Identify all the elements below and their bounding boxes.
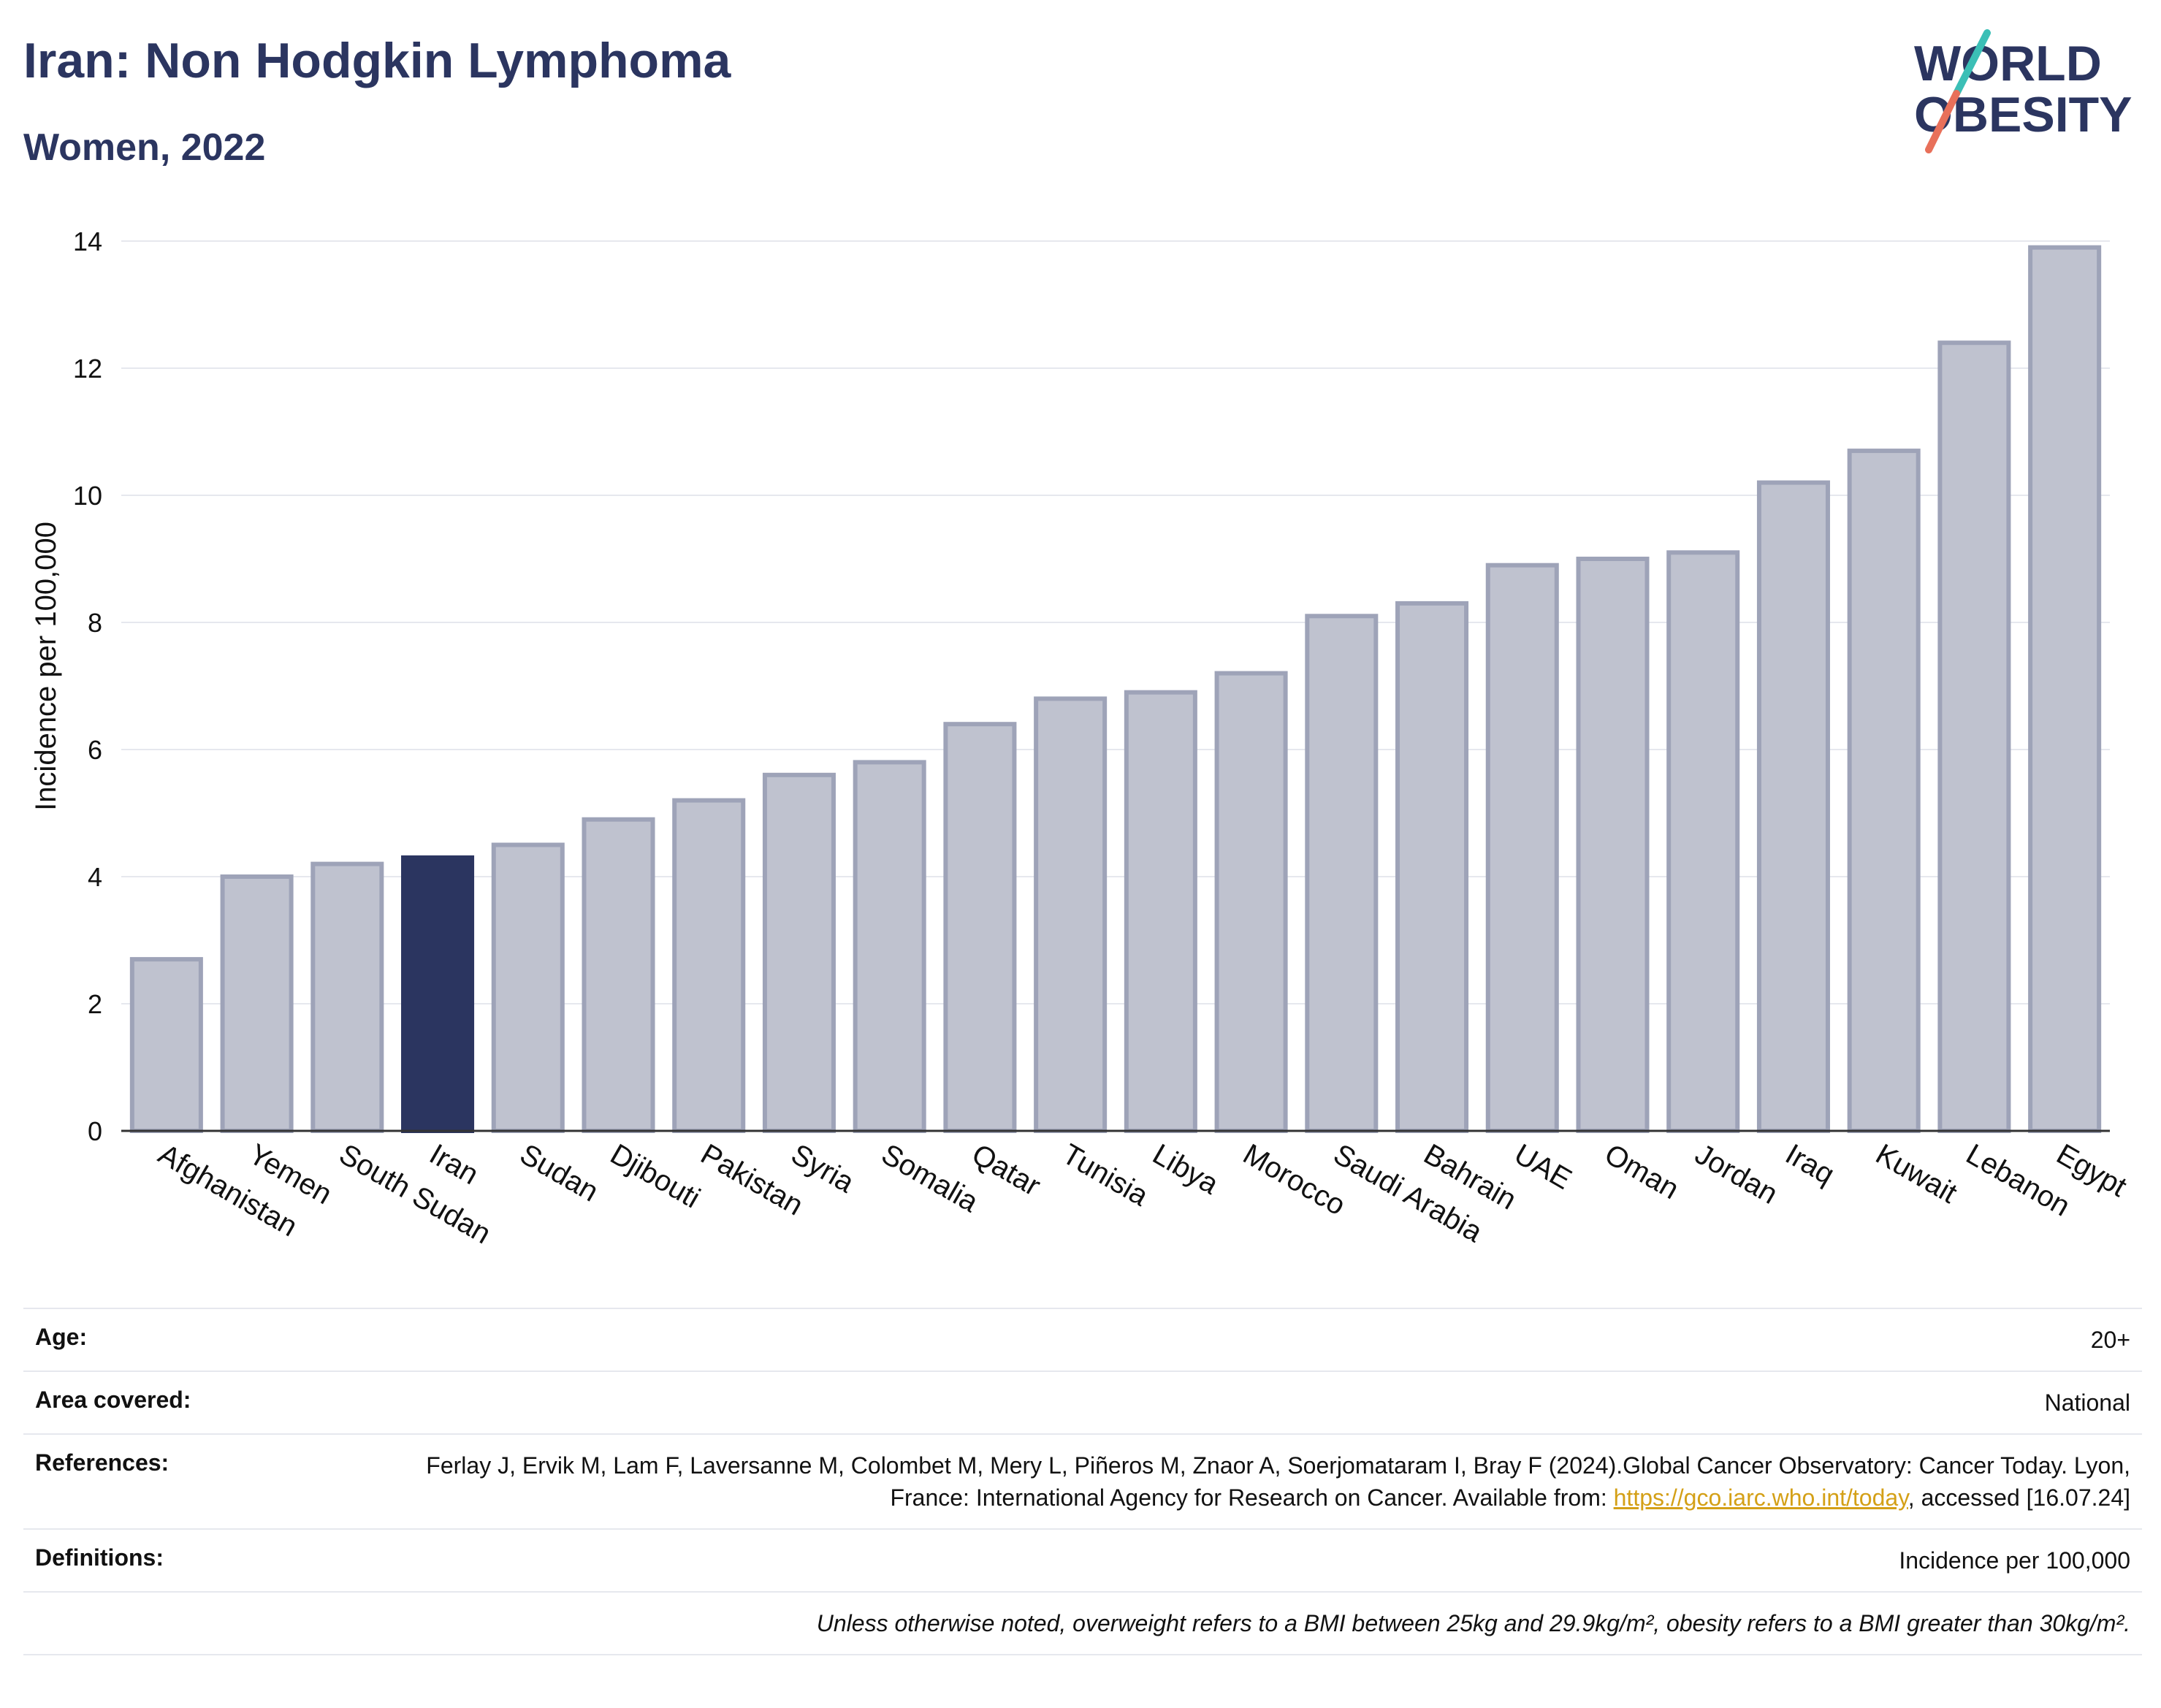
y-tick-label: 14 bbox=[73, 226, 102, 256]
bar-qatar bbox=[943, 722, 1017, 1133]
world-obesity-logo: WORLD OBESITY bbox=[1914, 29, 2133, 153]
logo-line2: OBESITY bbox=[1914, 87, 2133, 142]
bar-iran bbox=[401, 855, 475, 1134]
references-link[interactable]: https://gco.iarc.who.int/today bbox=[1613, 1484, 1908, 1511]
page-subtitle: Women, 2022 bbox=[23, 126, 266, 169]
bars bbox=[129, 245, 2102, 1134]
bar-uae bbox=[1485, 563, 1559, 1133]
bar-oman bbox=[1576, 557, 1650, 1133]
logo-slash-teal bbox=[1953, 29, 1991, 97]
area-value: National bbox=[2044, 1389, 2130, 1416]
bar-afghanistan bbox=[129, 957, 203, 1133]
bar-syria bbox=[762, 772, 836, 1134]
bar-morocco bbox=[1214, 671, 1288, 1133]
bar-egypt bbox=[2028, 245, 2102, 1134]
definitions-value: Incidence per 100,000 bbox=[1899, 1547, 2130, 1574]
meta-row-references: References: Ferlay J, Ervik M, Lam F, La… bbox=[23, 1433, 2142, 1528]
y-tick-label: 10 bbox=[73, 481, 102, 511]
bar-pakistan bbox=[672, 798, 746, 1133]
bar-tunisia bbox=[1034, 696, 1108, 1133]
meta-row-definitions: Definitions: Incidence per 100,000 bbox=[23, 1528, 2142, 1591]
y-axis-title: Incidence per 100,000 bbox=[30, 522, 62, 811]
bar-libya bbox=[1124, 690, 1197, 1133]
y-tick-label: 2 bbox=[88, 989, 102, 1019]
age-label: Age: bbox=[35, 1324, 88, 1350]
bar-jordan bbox=[1666, 550, 1740, 1133]
meta-row-age: Age: 20+ bbox=[23, 1308, 2142, 1370]
bar-lebanon bbox=[1937, 340, 2011, 1134]
x-tick-label: Kuwait bbox=[1870, 1138, 1962, 1210]
meta-row-area: Area covered: National bbox=[23, 1370, 2142, 1433]
bar-djibouti bbox=[582, 817, 655, 1133]
logo-line1: WORLD bbox=[1914, 36, 2102, 91]
y-tick-label: 6 bbox=[88, 735, 102, 765]
references-value: Ferlay J, Ervik M, Lam F, Laversanne M, … bbox=[342, 1449, 2130, 1514]
x-tick-label: Djibouti bbox=[605, 1138, 706, 1215]
x-tick-label: Tunisia bbox=[1057, 1138, 1154, 1213]
x-tick-label: Oman bbox=[1599, 1138, 1684, 1206]
definitions-label: Definitions: bbox=[35, 1544, 164, 1571]
x-tick-label: Lebanon bbox=[1961, 1138, 2076, 1223]
x-tick-label: Pakistan bbox=[695, 1138, 809, 1222]
bar-yemen bbox=[220, 874, 294, 1133]
logo-slash-coral bbox=[1925, 90, 1960, 153]
page-title: Iran: Non Hodgkin Lymphoma bbox=[23, 33, 731, 88]
y-tick-label: 0 bbox=[88, 1116, 102, 1146]
y-tick-label: 4 bbox=[88, 862, 102, 892]
bar-kuwait bbox=[1847, 449, 1921, 1133]
y-tick-label: 8 bbox=[88, 608, 102, 638]
meta-row-note: Unless otherwise noted, overweight refer… bbox=[23, 1591, 2142, 1655]
note-label bbox=[35, 1607, 342, 1639]
bmi-note: Unless otherwise noted, overweight refer… bbox=[816, 1610, 2130, 1636]
references-text-2: , accessed [16.07.24] bbox=[1907, 1484, 2130, 1511]
x-tick-label: Sudan bbox=[514, 1138, 603, 1208]
x-tick-label: Libya bbox=[1147, 1138, 1224, 1201]
x-tick-label: South Sudan bbox=[334, 1138, 496, 1251]
bar-sudan bbox=[491, 842, 565, 1133]
bar-bahrain bbox=[1395, 601, 1469, 1133]
references-text-1: Ferlay J, Ervik M, Lam F, Laversanne M, … bbox=[426, 1452, 2130, 1511]
x-tick-label: Morocco bbox=[1238, 1138, 1351, 1222]
x-tick-label: Somalia bbox=[876, 1138, 984, 1219]
bar-south-sudan bbox=[310, 861, 384, 1133]
bar-iraq bbox=[1756, 480, 1830, 1133]
metadata-table: Age: 20+ Area covered: National Referenc… bbox=[23, 1308, 2142, 1655]
x-tick-label: Jordan bbox=[1690, 1138, 1783, 1211]
area-label: Area covered: bbox=[35, 1387, 191, 1413]
references-label: References: bbox=[35, 1449, 169, 1476]
x-tick-label: Iran bbox=[424, 1138, 484, 1192]
y-tick-label: 12 bbox=[73, 354, 102, 384]
bar-saudi-arabia bbox=[1305, 614, 1379, 1133]
x-tick-label: Iraq bbox=[1780, 1138, 1840, 1192]
bar-somalia bbox=[853, 760, 926, 1134]
age-value: 20+ bbox=[2090, 1327, 2130, 1353]
